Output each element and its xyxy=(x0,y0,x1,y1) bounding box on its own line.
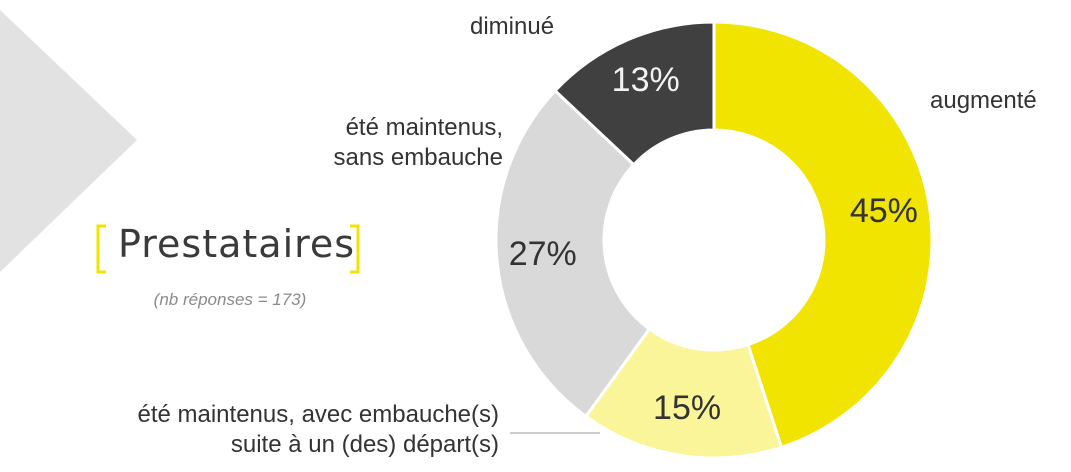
chart-title: Prestataires xyxy=(118,222,356,266)
category-label: été maintenus, avec embauche(s) suite à … xyxy=(137,401,499,458)
slice xyxy=(552,20,716,167)
category-label: diminué xyxy=(470,13,555,40)
slice xyxy=(712,20,934,450)
value-label: 27% xyxy=(509,235,577,273)
slice xyxy=(494,88,652,419)
bracket-right xyxy=(350,224,360,274)
slice xyxy=(583,326,784,460)
category-label: été maintenus, sans embauche xyxy=(333,114,503,171)
value-label: 45% xyxy=(850,192,918,230)
value-label: 15% xyxy=(653,389,721,427)
category-label: augmenté xyxy=(930,87,1037,114)
value-label: 13% xyxy=(612,61,680,99)
bracket-left xyxy=(96,224,106,274)
chart-subtitle: (nb réponses = 173) xyxy=(153,290,307,309)
decor-triangle xyxy=(0,10,137,272)
